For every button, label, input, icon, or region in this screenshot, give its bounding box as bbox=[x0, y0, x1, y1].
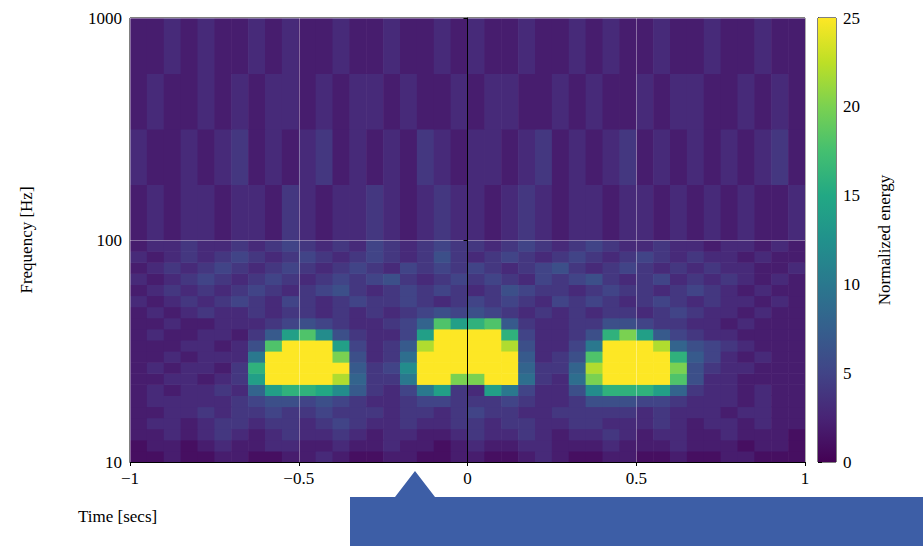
svg-text:25: 25 bbox=[843, 9, 860, 28]
svg-text:Normalized energy: Normalized energy bbox=[875, 174, 894, 305]
svg-text:1: 1 bbox=[801, 469, 810, 488]
svg-text:5: 5 bbox=[843, 364, 852, 383]
svg-text:100: 100 bbox=[97, 231, 123, 250]
svg-text:−1: −1 bbox=[121, 469, 139, 488]
svg-text:Frequency [Hz]: Frequency [Hz] bbox=[17, 186, 36, 293]
svg-text:20: 20 bbox=[843, 97, 860, 116]
svg-text:−0.5: −0.5 bbox=[283, 469, 314, 488]
svg-text:10: 10 bbox=[843, 275, 860, 294]
svg-text:0.5: 0.5 bbox=[626, 469, 647, 488]
svg-text:0: 0 bbox=[843, 453, 852, 472]
svg-text:1000: 1000 bbox=[88, 9, 122, 28]
svg-text:10: 10 bbox=[105, 453, 122, 472]
svg-text:Time [secs]: Time [secs] bbox=[78, 507, 157, 526]
svg-text:15: 15 bbox=[843, 186, 860, 205]
svg-text:0: 0 bbox=[463, 469, 472, 488]
